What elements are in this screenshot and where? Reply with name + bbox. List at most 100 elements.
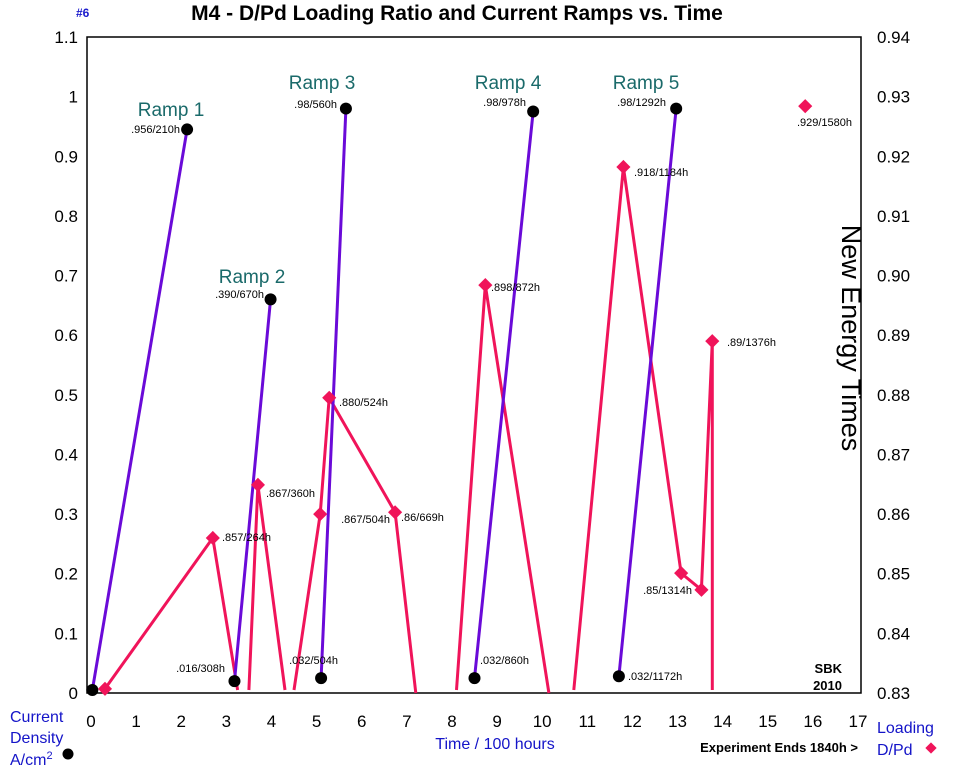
y-left-tick-label: 1 (69, 88, 78, 107)
loading-point-label: .898/872h (491, 282, 540, 294)
left-axis-label-2: Density (10, 730, 63, 747)
loading-point (205, 530, 220, 546)
current-ramp-line (617, 108, 678, 677)
current-end-label: .98/1292h (617, 97, 666, 109)
x-tick-label: 17 (849, 712, 868, 731)
y-left-tick-label: 0.5 (54, 386, 78, 405)
x-tick-label: 2 (177, 712, 186, 731)
y-left-tick-label: 0.1 (54, 624, 78, 643)
ramp-label: Ramp 1 (138, 100, 205, 121)
x-tick-label: 13 (668, 712, 687, 731)
current-end-label: .956/210h (131, 124, 180, 136)
current-point-end (670, 102, 683, 115)
loading-point-label: .857/264h (222, 532, 271, 544)
x-tick-label: 12 (623, 712, 642, 731)
loading-point (322, 390, 337, 405)
loading-point-label: .89/1376h (727, 337, 776, 349)
y-left-tick-label: 0.4 (54, 445, 78, 464)
y-left-tick-label: 0.7 (54, 267, 78, 286)
current-start-label: .032/1172h (628, 671, 682, 683)
current-point-end (264, 293, 277, 306)
ramp-label: Ramp 3 (289, 73, 356, 94)
current-point-start (228, 675, 241, 688)
x-tick-label: 0 (86, 712, 95, 731)
y-right-tick-label: 0.86 (877, 505, 910, 524)
loading-point-label: .918/1184h (634, 167, 688, 179)
y-left-tick-label: 0.9 (54, 147, 78, 166)
ramp-label: Ramp 4 (475, 73, 542, 94)
loading-point (250, 477, 266, 492)
y-left-tick-label: 0.8 (54, 207, 78, 226)
right-axis-label-2: D/Pd (877, 742, 913, 759)
y-right-tick-label: 0.88 (877, 386, 910, 405)
x-tick-label: 9 (492, 712, 501, 731)
chart-title: M4 - D/Pd Loading Ratio and Current Ramp… (191, 2, 723, 25)
current-end-label: .98/560h (294, 99, 337, 111)
y-right-tick-label: 0.90 (877, 267, 910, 286)
x-tick-label: 8 (447, 712, 456, 731)
loading-line-segment (247, 483, 287, 691)
y-right-tick-label: 0.89 (877, 326, 910, 345)
left-axis-label-3: A/cm2 (10, 750, 53, 769)
y-left-tick-label: 1.1 (54, 28, 78, 47)
left-axis-label-exp: 2 (46, 750, 52, 762)
y-right-tick-label: 0.87 (877, 445, 910, 464)
current-point-end (339, 102, 352, 115)
current-end-label: .390/670h (215, 289, 264, 301)
y-right-tick-label: 0.92 (877, 147, 910, 166)
current-ramp-line (319, 108, 348, 679)
y-right-tick-label: 0.83 (877, 684, 910, 703)
chart-tag: #6 (76, 6, 90, 20)
plot-area (86, 36, 862, 694)
loading-point (313, 507, 328, 522)
loading-line-segment (292, 396, 418, 694)
x-tick-label: 4 (267, 712, 276, 731)
loading-point-label: .867/360h (266, 488, 315, 500)
left-axis-label-unit: A/cm (10, 752, 46, 769)
credit-line-1: SBK (815, 661, 843, 676)
y-left-tick-label: 0.6 (54, 326, 78, 345)
left-axis-label-1: Current (10, 709, 64, 726)
y-right-tick-label: 0.84 (877, 624, 910, 643)
loading-point-label: .867/504h (341, 514, 390, 526)
x-axis: 0 1 2 3 4 5 6 7 8 9 10 11 12 13 14 15 16 17 (86, 712, 867, 731)
current-point-end (181, 123, 194, 136)
current-point-start (468, 672, 481, 685)
ramp-label: Ramp 2 (219, 267, 286, 288)
credit-line-2: 2010 (813, 678, 842, 693)
current-start-label: .032/504h (289, 655, 338, 667)
current-point-start (86, 684, 99, 697)
x-tick-label: 1 (131, 712, 140, 731)
y-right-tick-label: 0.85 (877, 565, 910, 584)
x-tick-label: 10 (533, 712, 552, 731)
ramp-label: Ramp 5 (613, 73, 680, 94)
current-ramp-line (232, 299, 273, 682)
loading-line-segment (572, 165, 714, 691)
x-axis-label: Time / 100 hours (435, 736, 554, 753)
loading-line-segment (455, 283, 551, 694)
x-tick-label: 7 (402, 712, 411, 731)
current-start-label: .032/860h (480, 655, 529, 667)
loading-point (478, 278, 493, 293)
loading-point (674, 566, 689, 581)
loading-point-label: .880/524h (339, 397, 388, 409)
x-tick-label: 16 (803, 712, 822, 731)
y-right-tick-label: 0.91 (877, 207, 910, 226)
x-tick-label: 15 (758, 712, 777, 731)
y-axis-right: 0.83 0.84 0.85 0.86 0.87 0.88 0.89 0.90 0.91 0.92… (877, 28, 910, 703)
loading-point (97, 681, 113, 696)
y-left-tick-label: 0.3 (54, 505, 78, 524)
y-left-tick-label: 0 (69, 684, 78, 703)
watermark: New Energy Times (836, 225, 866, 452)
loading-point-label: .86/669h (401, 512, 444, 524)
y-right-tick-label: 0.93 (877, 88, 910, 107)
x-tick-label: 5 (312, 712, 321, 731)
x-tick-label: 14 (713, 712, 732, 731)
current-start-label: .016/308h (176, 663, 225, 675)
x-tick-label: 11 (578, 712, 596, 731)
loading-point-label: .929/1580h (797, 117, 852, 129)
current-point-start (612, 670, 625, 683)
right-axis-label-1: Loading (877, 720, 934, 737)
current-ramp-line (473, 111, 535, 679)
